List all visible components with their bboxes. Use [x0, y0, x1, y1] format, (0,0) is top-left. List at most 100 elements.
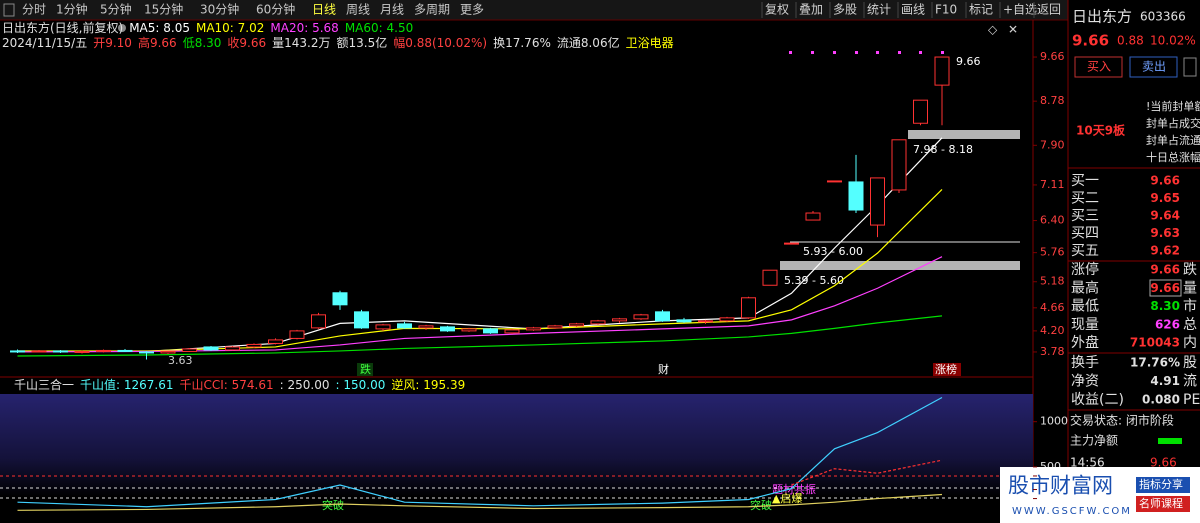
buy-button[interactable]	[1074, 56, 1123, 78]
note: !当前封单额	[1146, 99, 1200, 113]
row-label: 涨停	[1071, 261, 1099, 278]
period-button[interactable]: 15分钟	[144, 2, 183, 17]
settings-icon[interactable]	[118, 24, 126, 32]
row-suffix: 跌	[1183, 262, 1197, 278]
info-item: 千山值: 1267.61	[80, 377, 173, 392]
row-suffix: 流	[1183, 374, 1197, 390]
period-button[interactable]: 5分钟	[100, 2, 132, 17]
row-label: 买二	[1071, 191, 1099, 207]
period-button[interactable]: 日线	[312, 3, 336, 17]
row-value: 9.66	[1150, 281, 1180, 295]
tool-button[interactable]: 返回	[1037, 3, 1061, 17]
candle-body	[375, 324, 391, 330]
zone-label: 5.93 - 6.00	[803, 245, 863, 258]
tool-button[interactable]: 叠加	[799, 3, 823, 17]
period-button[interactable]: 分时	[22, 3, 46, 17]
info-item: 逆风: 195.39	[391, 377, 465, 392]
streak: 10天9板	[1076, 123, 1126, 138]
period-button[interactable]: 60分钟	[256, 2, 295, 17]
period-button[interactable]: 30分钟	[200, 2, 239, 17]
info-item: 卫浴电器	[626, 36, 674, 50]
candle-body	[741, 297, 756, 319]
info-item: 低8.30	[183, 36, 222, 50]
row-value: 8.30	[1150, 299, 1180, 313]
info-line: 日出东方(日线,前复权) MA5: 8.05 MA10: 7.02 MA20: 5.6…	[2, 20, 413, 35]
y-tick-label: 4.66	[1040, 301, 1065, 314]
row-value: 9.65	[1150, 191, 1180, 205]
info-item: 幅0.88(10.02%)	[393, 35, 487, 50]
candle-body	[891, 139, 907, 191]
period-button[interactable]: 月线	[380, 3, 404, 17]
candle-body	[848, 181, 864, 211]
candle-body	[418, 325, 434, 329]
row-label: 现量	[1071, 317, 1099, 333]
period-button[interactable]: 1分钟	[56, 2, 88, 17]
candle-body	[182, 348, 197, 352]
candle-body	[440, 326, 455, 332]
row-value: 626	[1155, 317, 1180, 331]
info-item: 日出东方(日线,前复权)	[2, 20, 123, 35]
tool-button[interactable]: 画线	[901, 3, 925, 17]
candle-body	[784, 242, 799, 245]
tool-button[interactable]: F10	[935, 3, 957, 17]
note: 封单占成交	[1146, 116, 1200, 130]
tool-button[interactable]: 复权	[765, 3, 789, 17]
info-item: 换17.76%	[493, 36, 551, 50]
period-button[interactable]: 更多	[460, 3, 484, 17]
candle-body	[569, 323, 584, 327]
info-item: 量143.2万	[272, 36, 330, 50]
change: 0.88	[1117, 34, 1144, 48]
candle-body	[332, 292, 348, 306]
signal-label: 题材共振	[772, 482, 816, 496]
info-item: MA5: 8.05	[129, 21, 190, 35]
price: 9.66	[1072, 32, 1109, 50]
event-label: 跌	[360, 362, 371, 376]
trade-status: 交易状态: 闭市阶段	[1070, 413, 1174, 428]
menu-button[interactable]	[1183, 57, 1197, 77]
info-item: : 250.00	[280, 378, 330, 392]
candle-body	[10, 350, 25, 353]
y-tick-label: 3.78	[1040, 345, 1065, 358]
candle-body	[268, 339, 283, 344]
period-button[interactable]: 多周期	[414, 3, 450, 17]
candle-body	[74, 350, 90, 353]
event-label: 涨榜	[935, 362, 957, 376]
candle-body	[117, 349, 133, 352]
row-value: 4.91	[1150, 374, 1180, 388]
candle-body	[612, 318, 627, 322]
watermark-tag	[1136, 496, 1190, 512]
sell-button[interactable]	[1129, 56, 1178, 78]
y-tick-label: 5.76	[1040, 246, 1065, 259]
candle-body	[719, 317, 735, 322]
row-suffix: 内	[1183, 335, 1197, 351]
ma-line	[17, 256, 943, 353]
window-icon[interactable]: ◇	[988, 23, 998, 37]
info-item: 高9.66	[138, 35, 177, 50]
high-label: 9.66	[956, 55, 981, 68]
tool-button[interactable]: 多股	[833, 3, 857, 17]
indicator-line	[17, 493, 943, 511]
toolbar-icon[interactable]	[3, 3, 15, 17]
tool-button[interactable]: 标记	[969, 3, 993, 17]
y-tick-label: 1000	[1040, 415, 1068, 428]
candle-body	[633, 314, 649, 320]
candle-body	[397, 323, 412, 329]
period-button[interactable]: 周线	[346, 3, 370, 17]
candle-body	[827, 180, 842, 183]
y-tick-label: 8.78	[1040, 94, 1065, 107]
info-item: 千山三合一	[14, 377, 74, 392]
candle-body	[805, 212, 821, 221]
candle-body	[289, 330, 305, 339]
candle-body	[53, 350, 68, 353]
low-label: 3.63	[168, 354, 193, 367]
flow-bar	[1158, 438, 1182, 444]
tool-button[interactable]: +自选	[1003, 3, 1037, 17]
candle-body	[246, 343, 262, 348]
y-tick-label: 7.11	[1040, 178, 1065, 191]
close-icon[interactable]: ✕	[1008, 23, 1018, 37]
info-item: 收9.66	[227, 36, 266, 50]
info-item: 千山CCI: 574.61	[180, 378, 274, 392]
tool-button[interactable]: 统计	[867, 3, 891, 17]
row-label: 最高	[1071, 279, 1099, 296]
row-suffix: 总	[1183, 317, 1197, 333]
